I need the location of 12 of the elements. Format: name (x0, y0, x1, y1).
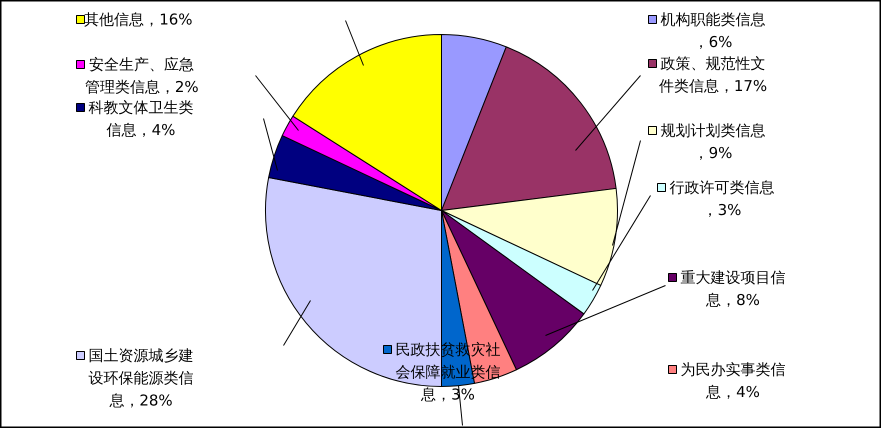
legend-label: 行政许可类信息 (670, 178, 774, 196)
legend-label: 重大建设项目信息，8% (680, 268, 786, 309)
legend-label: 科教文体卫生类信息，4% (88, 98, 194, 139)
legend-label: 机构职能类信息 (660, 10, 766, 28)
legend-label: 为民办实事类信息，4% (680, 360, 786, 401)
legend-label: 安全生产、应急管理类信息，2% (84, 56, 199, 96)
data-label: ，6% (694, 33, 732, 51)
legend-label: 政策、规范性文件类信息，17% (658, 54, 768, 95)
legend-label: 国土资源城乡建设环保能源类信息，28% (88, 346, 194, 410)
legend-label: 规划计划类信息 (660, 122, 766, 140)
data-label: ，9% (694, 144, 732, 162)
data-label: ，3% (702, 201, 742, 219)
